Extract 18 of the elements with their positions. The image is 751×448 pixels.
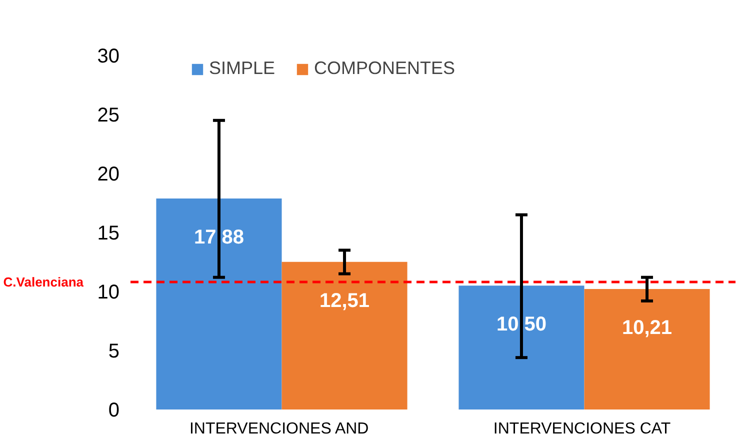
bar: [282, 262, 408, 410]
data-label: 10,21: [622, 317, 672, 340]
bar: [156, 198, 282, 410]
y-tick-label: 0: [108, 400, 120, 422]
legend-label: SIMPLE: [209, 58, 276, 79]
data-label: 12,51: [319, 290, 370, 312]
legend-label: COMPONENTES: [314, 58, 456, 79]
y-tick-label: 25: [97, 104, 120, 126]
y-tick-label: 10: [97, 282, 120, 304]
y-tick-label: 15: [97, 222, 120, 244]
x-tick-label: INTERVENCIONES AND: [189, 420, 369, 438]
x-tick-label: INTERVENCIONES CAT: [493, 420, 671, 438]
ref-line-label: C.Valenciana: [3, 274, 84, 290]
y-tick-label: 30: [97, 46, 120, 68]
y-tick-label: 5: [108, 340, 120, 362]
bar: [584, 289, 710, 410]
bar: [458, 286, 584, 410]
y-tick-label: 20: [97, 164, 120, 186]
